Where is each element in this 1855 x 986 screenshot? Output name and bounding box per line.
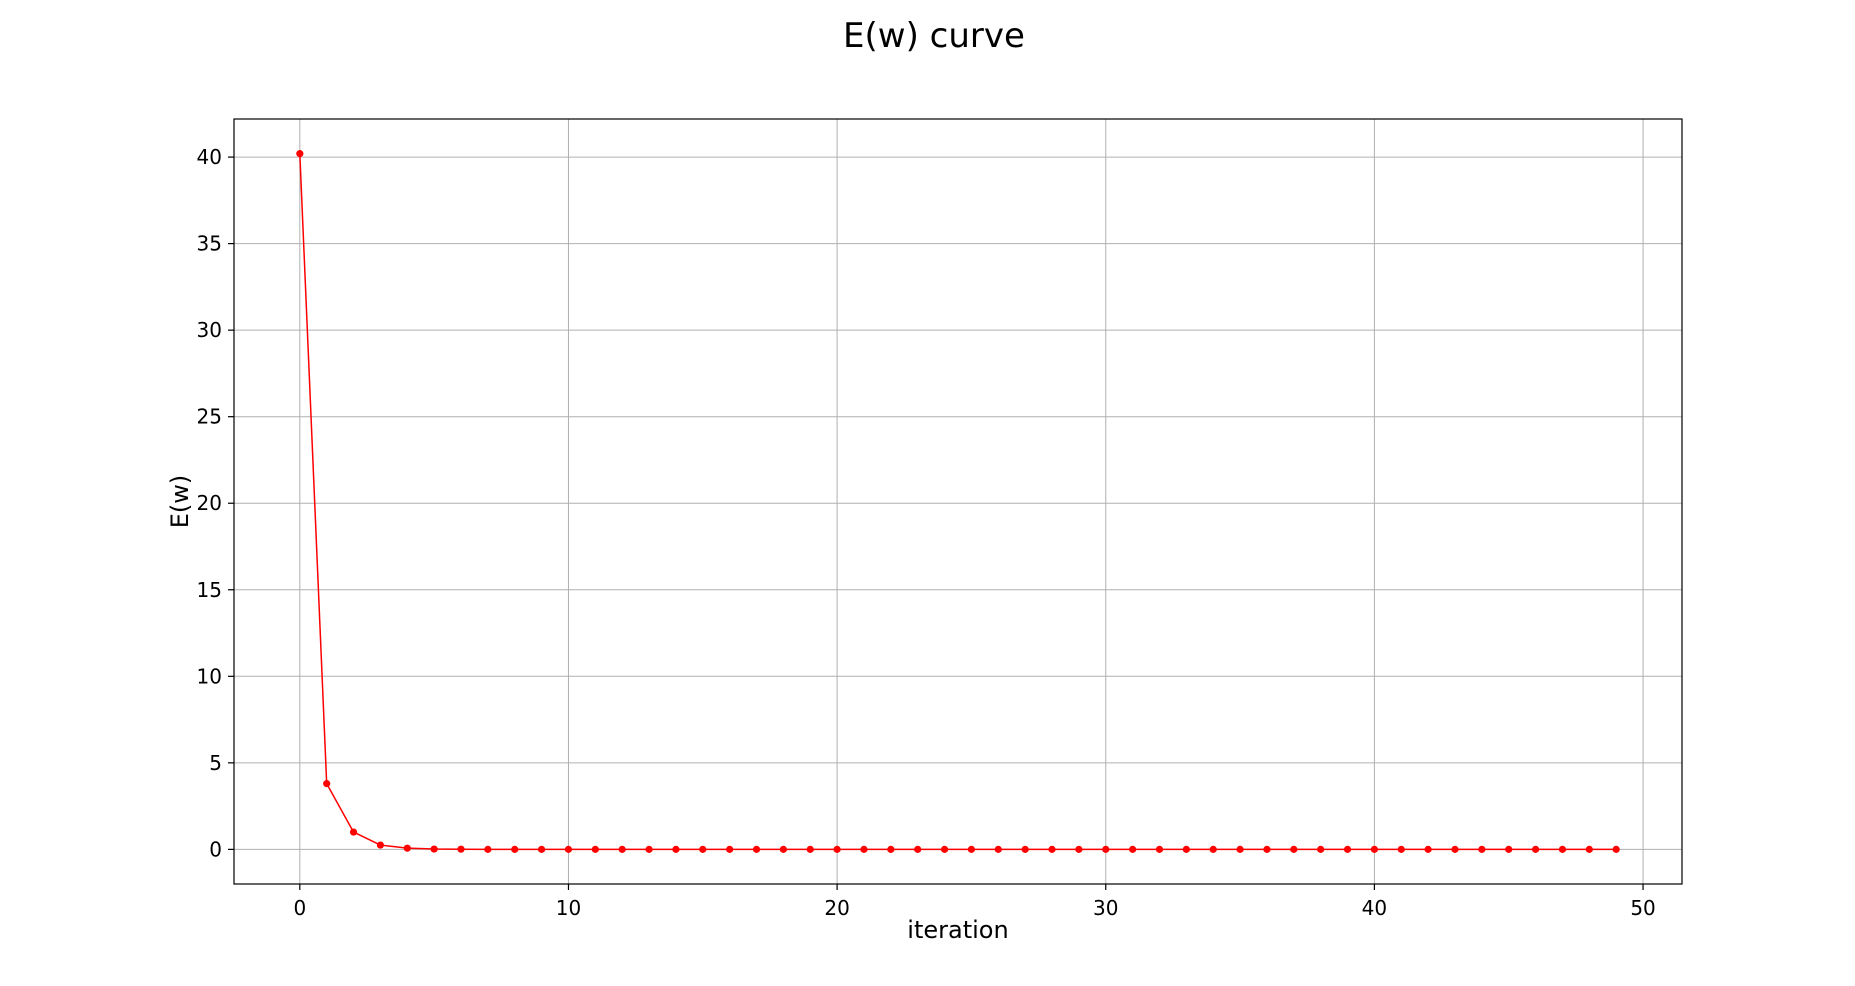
data-point xyxy=(296,150,304,158)
y-tick-label: 25 xyxy=(197,405,222,429)
data-point xyxy=(1129,845,1137,853)
series-layer xyxy=(296,150,1620,853)
data-point xyxy=(403,844,411,852)
data-point xyxy=(1424,845,1432,853)
y-tick-label: 35 xyxy=(197,232,222,256)
data-point xyxy=(779,845,787,853)
data-point xyxy=(537,845,546,853)
data-point xyxy=(457,845,465,853)
data-point xyxy=(349,828,358,836)
data-point xyxy=(994,845,1002,853)
data-point xyxy=(1612,845,1620,853)
y-tick-label: 20 xyxy=(197,491,222,515)
data-point xyxy=(484,845,492,853)
data-point xyxy=(967,845,976,853)
data-point xyxy=(806,845,814,853)
data-point xyxy=(833,845,841,853)
data-point xyxy=(323,780,331,788)
data-point xyxy=(1478,845,1486,853)
x-axis-label: iteration xyxy=(907,916,1008,944)
data-point xyxy=(1531,845,1540,853)
y-tick-label: 5 xyxy=(209,751,222,775)
x-tick-label: 0 xyxy=(293,896,306,920)
data-point xyxy=(1451,845,1459,853)
data-point xyxy=(1585,845,1593,853)
data-point xyxy=(1505,845,1513,853)
data-point xyxy=(699,845,707,853)
data-point xyxy=(564,845,573,853)
plot-frame xyxy=(233,118,1683,885)
data-point xyxy=(1021,845,1029,853)
data-point xyxy=(1370,845,1379,853)
data-point xyxy=(1263,845,1271,853)
data-point xyxy=(1209,845,1217,853)
data-point xyxy=(1075,845,1083,853)
data-point xyxy=(1048,845,1056,853)
x-tick-label: 40 xyxy=(1362,896,1387,920)
data-point xyxy=(860,845,868,853)
data-point xyxy=(1155,845,1164,853)
chart-title: E(w) curve xyxy=(843,16,1025,56)
data-point xyxy=(511,845,519,853)
data-point xyxy=(752,845,761,853)
data-point xyxy=(1102,845,1110,853)
x-tick-label: 50 xyxy=(1630,896,1655,920)
x-tick-label: 10 xyxy=(556,896,581,920)
data-point xyxy=(591,845,599,853)
data-point xyxy=(618,845,626,853)
series-line xyxy=(299,153,1617,851)
y-tick-label: 30 xyxy=(197,318,222,342)
x-tick-label: 30 xyxy=(1093,896,1118,920)
data-point xyxy=(1397,845,1405,853)
x-tick-label: 20 xyxy=(824,896,849,920)
data-point xyxy=(1317,845,1325,853)
y-tick-label: 10 xyxy=(197,664,222,688)
y-axis: 0 5 10 15 20 25 30 35 40 xyxy=(197,145,234,861)
data-point xyxy=(1236,845,1244,853)
data-point xyxy=(672,845,680,853)
data-point xyxy=(940,845,949,853)
data-point xyxy=(887,845,895,853)
data-point xyxy=(430,845,438,853)
x-axis: 0 10 20 30 40 50 xyxy=(293,884,1656,920)
data-point xyxy=(726,845,734,853)
data-point xyxy=(376,841,385,849)
grid xyxy=(234,119,1682,884)
y-tick-label: 0 xyxy=(209,837,222,861)
data-point xyxy=(914,845,922,853)
y-tick-label: 15 xyxy=(197,578,222,602)
data-point xyxy=(1343,845,1352,853)
y-axis-label: E(w) xyxy=(166,475,194,529)
y-tick-label: 40 xyxy=(197,145,222,169)
data-point xyxy=(1290,845,1298,853)
data-point xyxy=(645,845,653,853)
data-point xyxy=(1558,845,1567,853)
data-point xyxy=(1182,845,1190,853)
